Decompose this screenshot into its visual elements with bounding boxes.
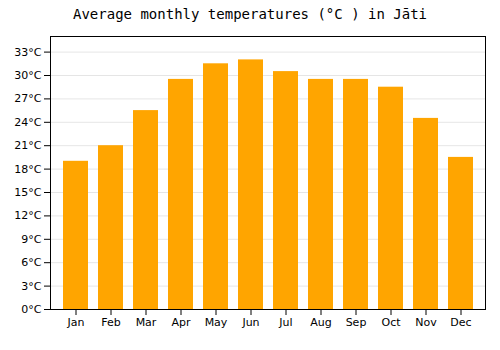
svg-text:Dec: Dec [450, 316, 471, 329]
svg-text:12°C: 12°C [14, 209, 41, 222]
svg-text:Jun: Jun [241, 316, 259, 329]
svg-text:May: May [205, 316, 228, 329]
svg-text:Sep: Sep [346, 316, 367, 329]
svg-text:33°C: 33°C [14, 46, 41, 59]
svg-text:Feb: Feb [101, 316, 120, 329]
svg-text:24°C: 24°C [14, 116, 41, 129]
svg-text:Jul: Jul [278, 316, 292, 329]
svg-text:Aug: Aug [310, 316, 331, 329]
svg-text:9°C: 9°C [21, 233, 41, 246]
svg-text:Oct: Oct [381, 316, 401, 329]
svg-text:0°C: 0°C [21, 303, 41, 316]
svg-text:15°C: 15°C [14, 186, 41, 199]
svg-text:Jan: Jan [67, 316, 85, 329]
svg-text:27°C: 27°C [14, 92, 41, 105]
svg-text:6°C: 6°C [21, 256, 41, 269]
svg-text:Apr: Apr [171, 316, 191, 329]
html-text:Average monthly temperatures (: Average monthly temperatures (°C ) in Jā… [73, 6, 427, 22]
svg-text:30°C: 30°C [14, 69, 41, 82]
svg-text:21°C: 21°C [14, 139, 41, 152]
svg-text:Mar: Mar [136, 316, 157, 329]
svg-text:18°C: 18°C [14, 163, 41, 176]
svg-text:3°C: 3°C [21, 280, 41, 293]
svg-text:Nov: Nov [415, 316, 437, 329]
